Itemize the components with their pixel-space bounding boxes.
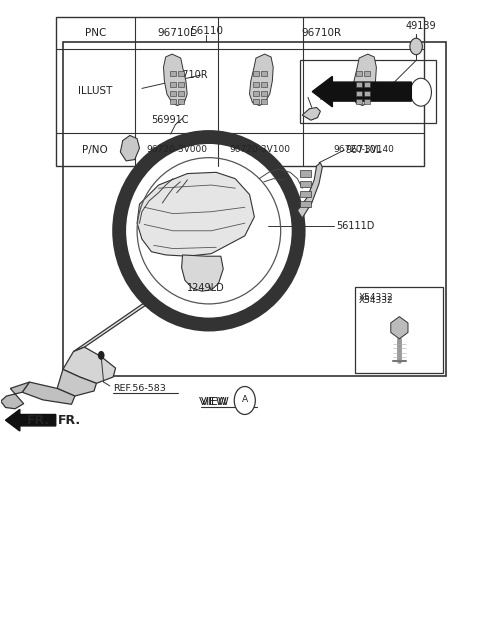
Bar — [364, 82, 370, 87]
Circle shape — [410, 78, 432, 106]
Bar — [253, 82, 259, 87]
Bar — [178, 99, 184, 104]
Polygon shape — [181, 255, 223, 291]
Bar — [356, 91, 362, 96]
Polygon shape — [353, 54, 376, 106]
Bar — [253, 99, 259, 104]
Polygon shape — [250, 54, 273, 106]
Text: 96710R: 96710R — [170, 70, 208, 80]
Text: VIEW: VIEW — [201, 397, 229, 408]
Bar — [300, 171, 311, 176]
Polygon shape — [120, 136, 140, 161]
Bar — [261, 99, 267, 104]
Text: 1249LD: 1249LD — [187, 283, 225, 293]
Polygon shape — [391, 317, 408, 339]
Text: 56111D: 56111D — [336, 221, 374, 231]
Bar — [356, 71, 362, 76]
Bar — [261, 71, 267, 76]
Bar — [356, 99, 362, 104]
Bar — [63, 42, 446, 376]
Text: 96710L: 96710L — [345, 145, 382, 155]
Text: 56140C: 56140C — [340, 87, 378, 97]
Polygon shape — [63, 347, 116, 383]
Text: FR.: FR. — [58, 413, 81, 427]
Bar — [364, 71, 370, 76]
Text: 56110: 56110 — [190, 26, 223, 36]
Bar — [300, 61, 436, 123]
Circle shape — [410, 38, 422, 55]
Bar — [56, 17, 424, 166]
Polygon shape — [137, 173, 254, 256]
Polygon shape — [0, 382, 29, 409]
Polygon shape — [57, 369, 96, 396]
Bar — [170, 82, 176, 87]
Bar — [178, 82, 184, 87]
Text: 96710L: 96710L — [157, 28, 196, 38]
Polygon shape — [22, 382, 75, 404]
Bar — [300, 201, 311, 207]
Bar — [178, 71, 184, 76]
Text: PNC: PNC — [84, 28, 106, 38]
Circle shape — [234, 387, 255, 415]
Bar — [300, 190, 311, 197]
Circle shape — [98, 351, 105, 360]
Text: X54332: X54332 — [359, 296, 393, 305]
Text: X54332: X54332 — [359, 293, 393, 302]
Bar — [170, 99, 176, 104]
Polygon shape — [164, 54, 187, 106]
Bar — [356, 82, 362, 87]
Text: 49139: 49139 — [405, 21, 436, 31]
Text: P/NO: P/NO — [83, 145, 108, 155]
Text: A: A — [242, 396, 248, 404]
Text: 96720-3V100: 96720-3V100 — [230, 145, 291, 154]
Text: 56991C: 56991C — [152, 115, 189, 125]
Text: REF.56-583: REF.56-583 — [113, 384, 166, 393]
Bar — [355, 287, 444, 373]
Text: VIEW: VIEW — [199, 397, 228, 408]
Bar — [170, 71, 176, 76]
FancyArrow shape — [312, 76, 411, 107]
Polygon shape — [302, 108, 321, 120]
Bar — [170, 91, 176, 96]
Text: ILLUST: ILLUST — [78, 86, 112, 96]
Polygon shape — [73, 268, 201, 352]
Bar — [364, 99, 370, 104]
FancyArrow shape — [5, 410, 56, 431]
Polygon shape — [298, 163, 323, 218]
Bar — [261, 82, 267, 87]
Bar — [300, 180, 311, 187]
Text: 96710R: 96710R — [301, 28, 341, 38]
Ellipse shape — [119, 137, 299, 324]
Bar — [178, 91, 184, 96]
Text: 96720-3V000: 96720-3V000 — [146, 145, 207, 154]
Bar — [253, 91, 259, 96]
Bar — [253, 71, 259, 76]
Text: FR.: FR. — [27, 413, 50, 427]
Bar — [261, 91, 267, 96]
Bar — [364, 91, 370, 96]
Text: A: A — [418, 87, 424, 96]
Text: 96720-3V140: 96720-3V140 — [333, 145, 394, 154]
